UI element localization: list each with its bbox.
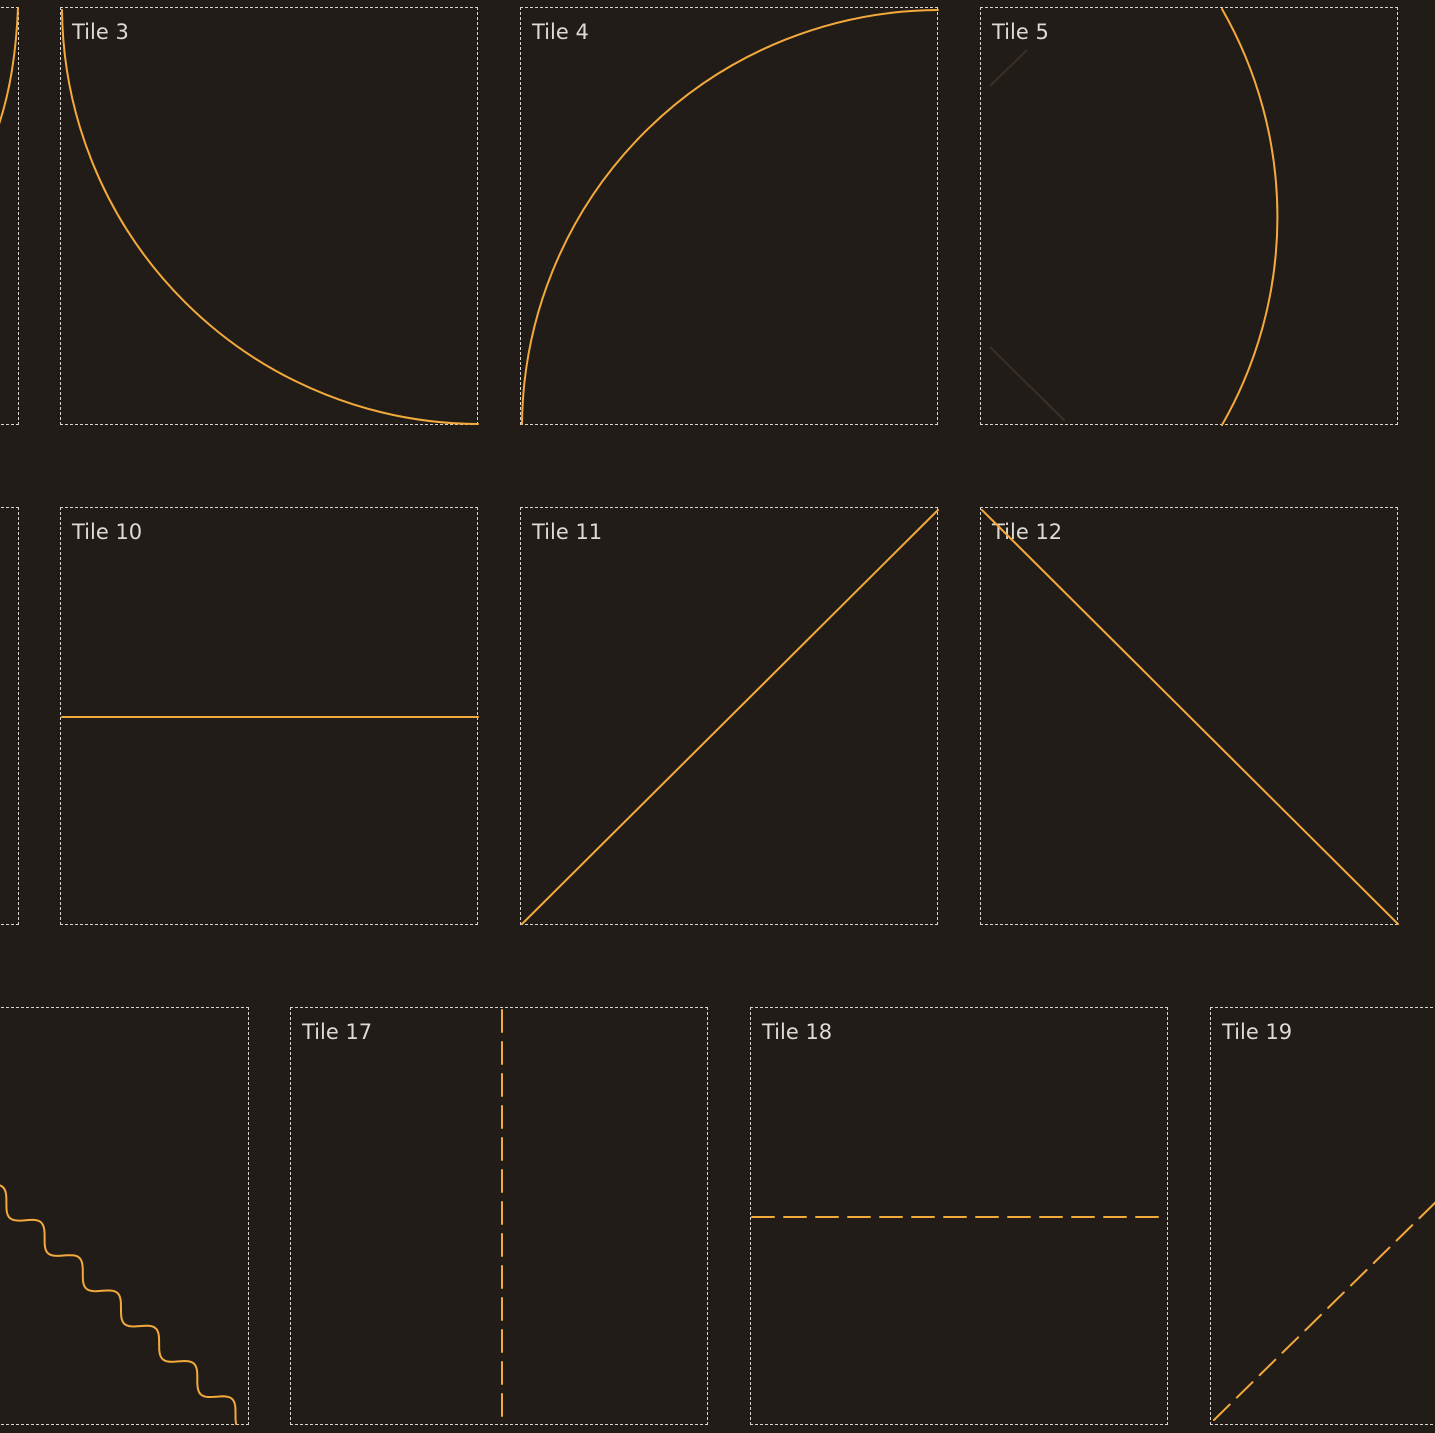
tile-3-label: Tile 3 [72,20,129,44]
tile-19: Tile 19 [1210,1007,1435,1425]
tile-4-label: Tile 4 [532,20,589,44]
tile-3: Tile 3 [60,7,478,425]
tile-2-partial [0,7,19,425]
tile-18-label: Tile 18 [762,1020,833,1044]
tile-2-arc [0,7,19,125]
tile-5-arc [1221,8,1279,426]
tile-10-label: Tile 10 [72,520,143,544]
tile-4: Tile 4 [520,7,938,425]
tile-17: Tile 17 [290,1007,708,1425]
tile-5-faint-mark-top [989,49,1028,87]
tile-5-faint-mark-bottom [989,346,1066,422]
tile-11-label: Tile 11 [532,520,603,544]
tile-19-dashed-diagonal [1213,1201,1435,1421]
tile-16-partial [0,1007,249,1425]
tile-16-wave [0,1184,238,1425]
tile-18: Tile 18 [750,1007,1168,1425]
tile-3-arc [61,9,479,425]
tile-19-label: Tile 19 [1222,1020,1293,1044]
tile-5: Tile 5 [980,7,1398,425]
tile-9-partial [0,507,19,925]
tile-11-diagonal [521,509,939,925]
tile-5-label: Tile 5 [992,20,1049,44]
tile-17-label: Tile 17 [302,1020,373,1044]
tile-11: Tile 11 [520,507,938,925]
tile-4-arc [521,9,939,425]
tile-12-diagonal [981,509,1399,925]
